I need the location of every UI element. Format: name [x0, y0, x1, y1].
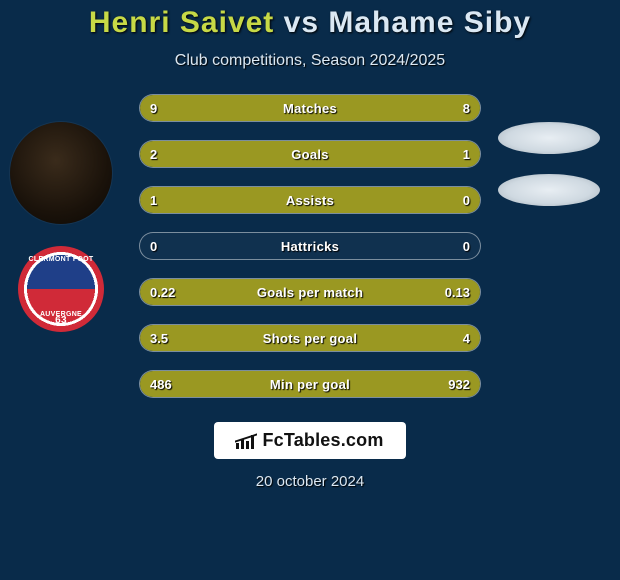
stat-value-right: 0 — [463, 187, 470, 213]
brand-label: FcTables.com — [262, 430, 383, 451]
stat-label: Shots per goal — [140, 325, 480, 351]
stat-label: Goals — [140, 141, 480, 167]
stat-value-right: 1 — [463, 141, 470, 167]
stat-value-right: 4 — [463, 325, 470, 351]
stat-value-right: 8 — [463, 95, 470, 121]
stat-row: 0Hattricks0 — [139, 232, 481, 260]
stat-row: 2Goals1 — [139, 140, 481, 168]
stat-row: 1Assists0 — [139, 186, 481, 214]
brand-chart-icon — [236, 433, 256, 449]
player2-avatar-placeholder-bottom — [498, 174, 600, 206]
stat-value-right: 0.13 — [445, 279, 470, 305]
stat-label: Assists — [140, 187, 480, 213]
left-avatar-column: CLERMONT FOOT AUVERGNE 63 — [10, 122, 112, 332]
player1-avatar — [10, 122, 112, 224]
stat-value-right: 0 — [463, 233, 470, 259]
club-badge-top-text: CLERMONT FOOT — [29, 256, 94, 263]
subtitle: Club competitions, Season 2024/2025 — [175, 52, 445, 70]
stat-label: Matches — [140, 95, 480, 121]
stats-block: 9Matches82Goals11Assists00Hattricks00.22… — [139, 94, 481, 398]
stat-label: Min per goal — [140, 371, 480, 397]
vs-label: vs — [284, 6, 319, 39]
stat-row: 486Min per goal932 — [139, 370, 481, 398]
footer-date: 20 october 2024 — [256, 473, 364, 490]
stat-row: 9Matches8 — [139, 94, 481, 122]
player2-name: Mahame Siby — [328, 6, 531, 39]
comparison-card: Henri Saivet vs Mahame Siby Club competi… — [0, 0, 620, 580]
player1-club-badge: CLERMONT FOOT AUVERGNE 63 — [18, 246, 104, 332]
player1-name: Henri Saivet — [89, 6, 274, 39]
stat-row: 0.22Goals per match0.13 — [139, 278, 481, 306]
stat-label: Goals per match — [140, 279, 480, 305]
player2-avatar-placeholder-top — [498, 122, 600, 154]
page-title: Henri Saivet vs Mahame Siby — [89, 6, 531, 40]
club-badge-number: 63 — [55, 315, 67, 326]
stat-label: Hattricks — [140, 233, 480, 259]
brand-pill[interactable]: FcTables.com — [214, 422, 405, 459]
stat-row: 3.5Shots per goal4 — [139, 324, 481, 352]
stat-value-right: 932 — [448, 371, 470, 397]
